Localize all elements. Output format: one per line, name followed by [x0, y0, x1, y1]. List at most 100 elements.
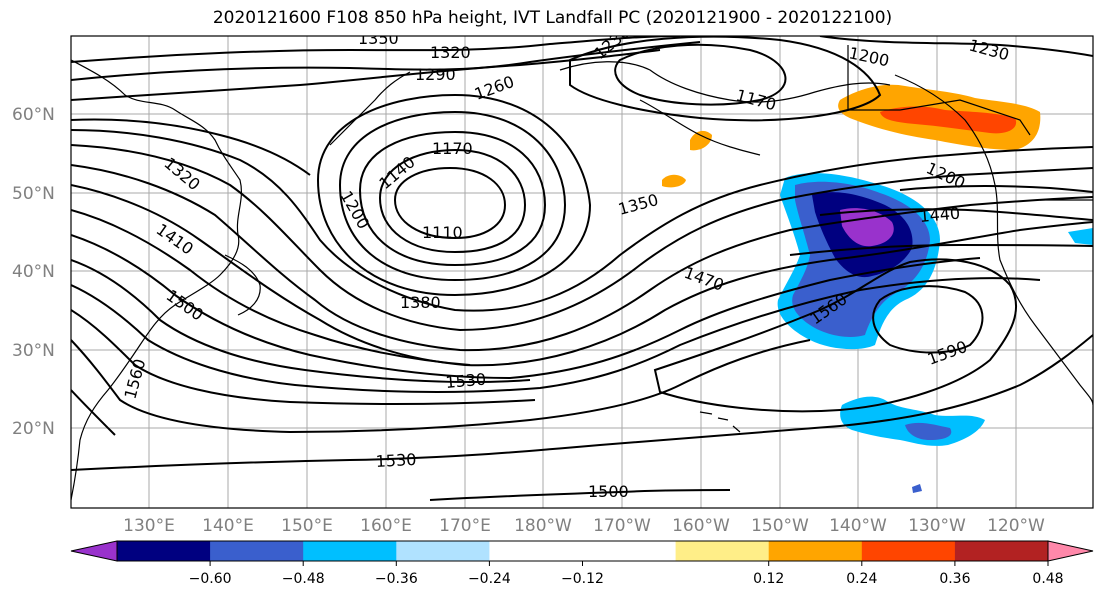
- contour-1140: [378, 148, 527, 254]
- japan: [224, 254, 261, 316]
- contour-1500: [71, 309, 536, 406]
- alaska-coast: [559, 61, 891, 103]
- positive-ivt-small2: [662, 174, 686, 188]
- lon-label: 130°W: [908, 516, 966, 536]
- contour-1410-c: [819, 208, 1093, 221]
- contour-1230-c: [71, 118, 311, 176]
- contour-label: 1380: [400, 293, 441, 312]
- colorbar-tick-label: −0.24: [468, 571, 511, 587]
- colorbar-segment: [117, 541, 211, 561]
- asia-coast: [71, 59, 242, 501]
- kamchatka: [329, 71, 411, 146]
- positive-ivt-red: [880, 106, 1017, 134]
- contour-label: 1110: [422, 223, 463, 242]
- contour-1260: [71, 129, 1093, 312]
- contour-1290-b: [71, 144, 1093, 332]
- lat-label: 60°N: [12, 105, 55, 125]
- lon-label: 140°E: [202, 516, 254, 536]
- contour-1200-b: [569, 36, 882, 122]
- contour-1230-b: [819, 36, 1093, 57]
- contour-1470-c: [789, 243, 1093, 256]
- colorbar-segment: [954, 541, 1049, 561]
- hawaii: [699, 411, 741, 433]
- na-coast: [894, 74, 1093, 406]
- colorbar-segment: [582, 541, 677, 561]
- colorbar-segment: [489, 541, 583, 561]
- map-frame: [70, 35, 1094, 509]
- colorbar-tick-label: 0.12: [753, 571, 784, 587]
- lat-label: 30°N: [12, 341, 55, 361]
- contour-1530: [71, 339, 811, 434]
- lon-label: 150°E: [281, 516, 333, 536]
- negative-ivt-dot: [912, 484, 922, 493]
- contour-1560-b: [653, 258, 1018, 413]
- lon-label: 120°W: [987, 516, 1045, 536]
- contour-1410: [71, 234, 981, 380]
- colorbar-tick-label: −0.12: [561, 571, 604, 587]
- lon-label: 160°W: [672, 516, 730, 536]
- colorbar: −0.60 −0.48 −0.36 −0.24 −0.12 0.12 0.24 0.36 0.4…: [70, 540, 1094, 587]
- colorbar-segment: [675, 541, 770, 561]
- latitude-labels: 60°N 50°N 40°N 30°N 20°N: [12, 105, 55, 439]
- contour-1350: [71, 184, 1093, 367]
- contour-label: 1440: [919, 204, 961, 226]
- contour-1200: [338, 110, 567, 282]
- lon-label: 160°E: [360, 516, 412, 536]
- colorbar-segment: [861, 541, 956, 561]
- contour-label: 1320: [430, 43, 471, 62]
- contour-1230: [316, 93, 592, 297]
- colorbar-tick-label: −0.48: [282, 571, 325, 587]
- contour-1110: [393, 166, 507, 240]
- colorbar-tick-label: 0.36: [939, 571, 970, 587]
- colorbar-extend-min: [70, 540, 118, 562]
- aleutians: [639, 99, 761, 156]
- height-contours: [71, 36, 1093, 501]
- longitude-labels: 130°E 140°E 150°E 160°E 170°E 180°W 170°…: [123, 516, 1045, 536]
- lon-label: 170°E: [439, 516, 491, 536]
- colorbar-segment: [303, 541, 397, 561]
- positive-ivt-small1: [690, 130, 712, 151]
- contour-1530-b: [71, 334, 1093, 471]
- contour-1380: [71, 209, 471, 366]
- contour-1290: [71, 41, 701, 81]
- negative-ivt-south-blue: [905, 422, 952, 440]
- contour-1170-b: [614, 43, 787, 106]
- contour-1380-c: [899, 184, 1093, 193]
- colorbar-tick-label: 0.48: [1032, 571, 1063, 587]
- contour-label: 1530: [375, 450, 417, 471]
- contour-label: 1530: [445, 370, 487, 392]
- colorbar-tick-label: −0.60: [189, 571, 232, 587]
- lat-label: 50°N: [12, 184, 55, 204]
- contour-1560: [71, 389, 116, 436]
- negative-ivt-east: [1068, 228, 1093, 245]
- lon-label: 150°W: [751, 516, 809, 536]
- contour-1470: [71, 277, 1041, 393]
- contour-1590: [872, 285, 984, 354]
- lon-label: 140°W: [829, 516, 887, 536]
- contour-1320: [71, 36, 681, 63]
- lon-label: 180°W: [514, 516, 572, 536]
- contour-label: 1350: [358, 29, 399, 48]
- map-title: 2020121600 F108 850 hPa height, IVT Land…: [212, 8, 893, 28]
- colorbar-extend-max: [1047, 540, 1094, 562]
- contour-1260-a: [71, 49, 661, 101]
- lon-label: 170°W: [593, 516, 651, 536]
- contour-label: 1170: [432, 139, 473, 158]
- lon-label: 130°E: [123, 516, 175, 536]
- negative-ivt-purple: [840, 208, 894, 247]
- contour-label: 1500: [588, 482, 629, 501]
- coastlines: [71, 45, 1093, 501]
- map-panel: 1350 1320 1290 1260 1230 1200 1170 1230 …: [71, 29, 1093, 508]
- lat-label: 20°N: [12, 419, 55, 439]
- contour-1500-b: [429, 489, 731, 501]
- colorbar-tick-label: −0.36: [375, 571, 418, 587]
- contour-1170: [358, 130, 547, 267]
- colorbar-tick-label: 0.24: [846, 571, 877, 587]
- colorbar-segment: [396, 541, 490, 561]
- lat-label: 40°N: [12, 262, 55, 282]
- contour-1440: [71, 259, 531, 383]
- colorbar-segment: [210, 541, 304, 561]
- alaska-panhandle: [847, 45, 1031, 136]
- contour-label: 1290: [415, 65, 456, 84]
